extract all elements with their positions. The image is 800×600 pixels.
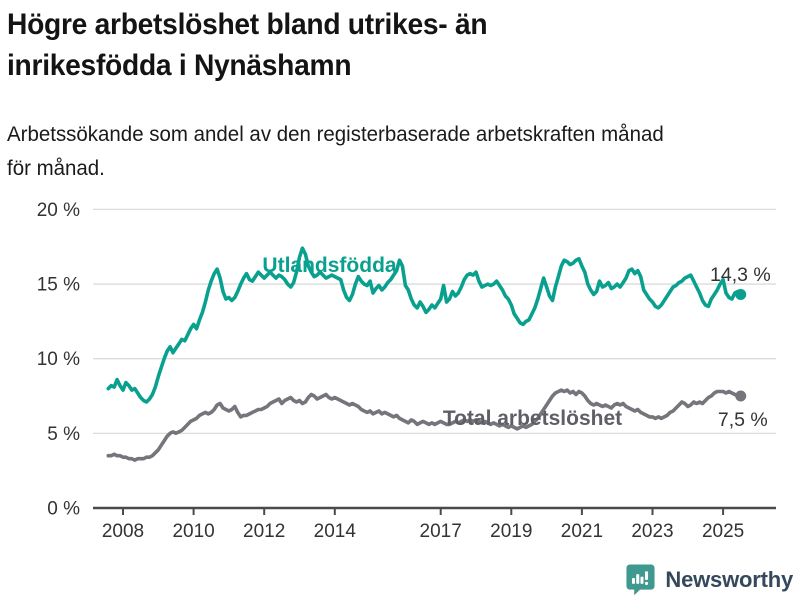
series-line-utlandsfodda — [106, 246, 743, 404]
x-tick-label: 2023 — [631, 521, 673, 542]
y-axis-label: 15 % — [37, 275, 80, 296]
x-tick-label: 2008 — [102, 521, 144, 542]
x-tick-label: 2017 — [420, 521, 462, 542]
end-value-label-total-arbetsloshet: 7,5 % — [718, 409, 768, 431]
x-tick-label: 2010 — [172, 521, 214, 542]
y-axis-label: 10 % — [37, 349, 80, 370]
x-tick-label: 2019 — [490, 521, 532, 542]
series-endpoint-utlandsfodda — [735, 289, 747, 301]
x-tick-label: 2021 — [561, 521, 603, 542]
unemployment-line-chart: 0 % 5 % 10 % 15 % 20 % 2008 2010 2012 2014 2017 20… — [37, 200, 776, 542]
y-axis-label: 5 % — [47, 424, 80, 445]
plot-area: 0 % 5 % 10 % 15 % 20 % 2008 2010 2012 2014 2017 20… — [0, 192, 800, 564]
series-endpoint-total-arbetsloshet — [735, 390, 747, 402]
chart-title: Högre arbetslöshet bland utrikes- än inri… — [7, 8, 488, 82]
series-label-total-arbetsloshet: Total arbetslöshet — [443, 407, 622, 430]
newsworthy-logo-icon — [626, 564, 655, 596]
chart-header: Högre arbetslöshet bland utrikes- än inri… — [7, 4, 797, 86]
x-tick-label: 2014 — [314, 521, 357, 542]
x-tick-label: 2025 — [702, 521, 744, 542]
series-line-total-arbetsloshet — [106, 388, 743, 463]
x-tick-label: 2012 — [243, 521, 285, 542]
mini-bar-chart-glyph — [632, 571, 649, 586]
y-axis-label: 20 % — [37, 200, 80, 221]
brand-name: Newsworthy — [665, 566, 793, 592]
y-axis-label: 0 % — [47, 499, 80, 520]
series-label-utlandsfodda: Utlandsfödda — [262, 254, 396, 277]
end-value-label-utlandsfodda: 14,3 % — [710, 264, 771, 286]
chart-subtitle: Arbetssökande som andel av den registerb… — [7, 123, 664, 180]
brand-footer: Newsworthy — [625, 563, 793, 596]
